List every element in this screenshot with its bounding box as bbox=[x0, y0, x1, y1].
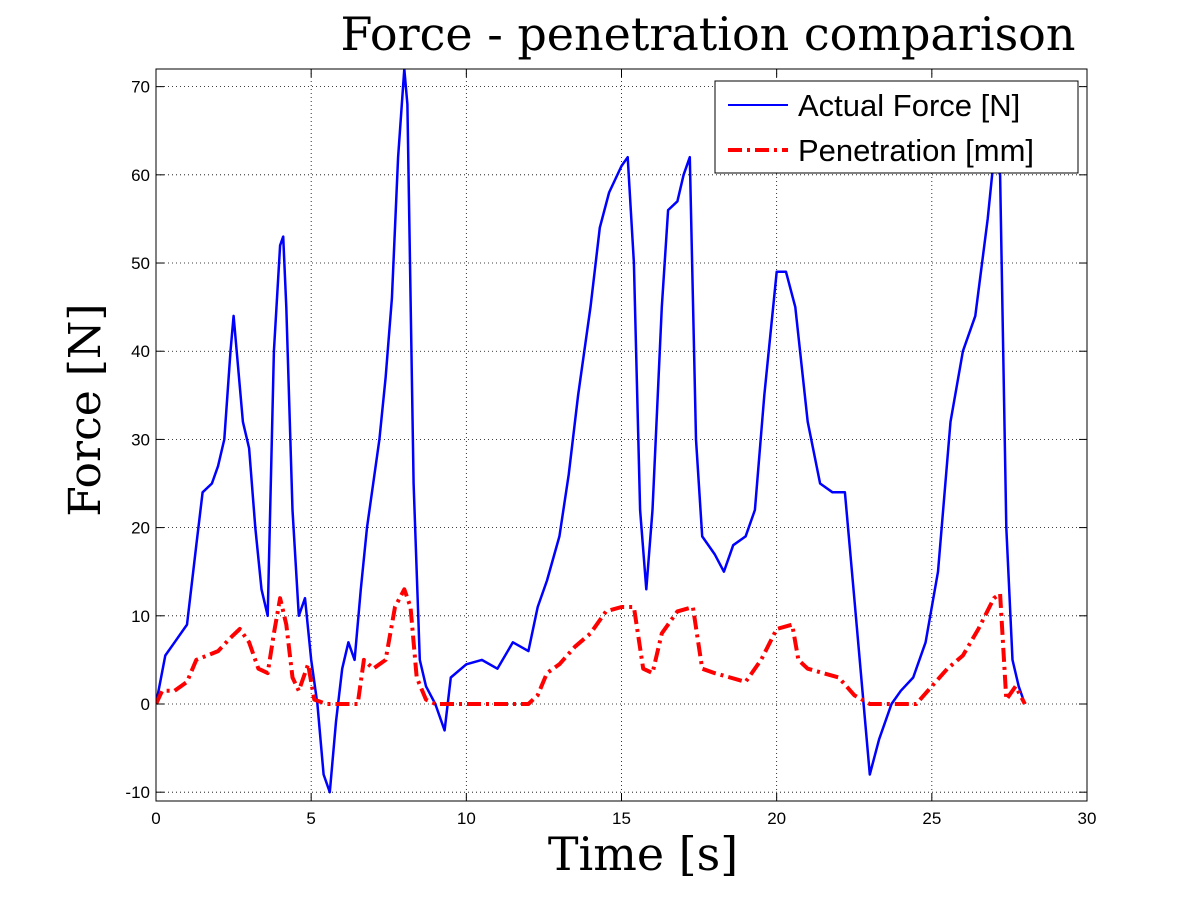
series-line-penetration bbox=[156, 587, 1027, 706]
y-tick-label: 40 bbox=[131, 342, 150, 361]
legend: Actual Force [N] Penetration [mm] bbox=[714, 80, 1079, 174]
y-tick-label: 50 bbox=[131, 254, 150, 273]
series-layer bbox=[156, 69, 1027, 794]
series-line-actual-force bbox=[156, 69, 1027, 794]
x-axis-label: Time [s] bbox=[548, 827, 738, 881]
legend-box bbox=[714, 80, 1079, 174]
y-tick-label: -10 bbox=[125, 783, 150, 802]
legend-label-force: Actual Force [N] bbox=[798, 88, 1020, 123]
y-tick-label: 70 bbox=[131, 78, 150, 97]
y-tick-label: 60 bbox=[131, 166, 150, 185]
y-tick-label: 10 bbox=[131, 607, 150, 626]
x-tick-label: 15 bbox=[612, 809, 631, 828]
y-axis-label: Force [N] bbox=[60, 303, 111, 516]
legend-label-penetration: Penetration [mm] bbox=[798, 133, 1034, 168]
y-tick-label: 20 bbox=[131, 519, 150, 538]
chart-title: Force - penetration comparison bbox=[341, 7, 1076, 61]
x-tick-label: 10 bbox=[457, 809, 476, 828]
y-tick-label: 30 bbox=[131, 430, 150, 449]
plot-frame bbox=[156, 69, 1087, 801]
x-tick-label: 25 bbox=[922, 809, 941, 828]
plot-area bbox=[156, 69, 1087, 801]
x-tick-label: 0 bbox=[151, 809, 160, 828]
x-tick-label: 30 bbox=[1078, 809, 1097, 828]
x-tick-label: 20 bbox=[767, 809, 786, 828]
y-tick-label: 0 bbox=[141, 695, 150, 714]
x-tick-label: 5 bbox=[306, 809, 315, 828]
